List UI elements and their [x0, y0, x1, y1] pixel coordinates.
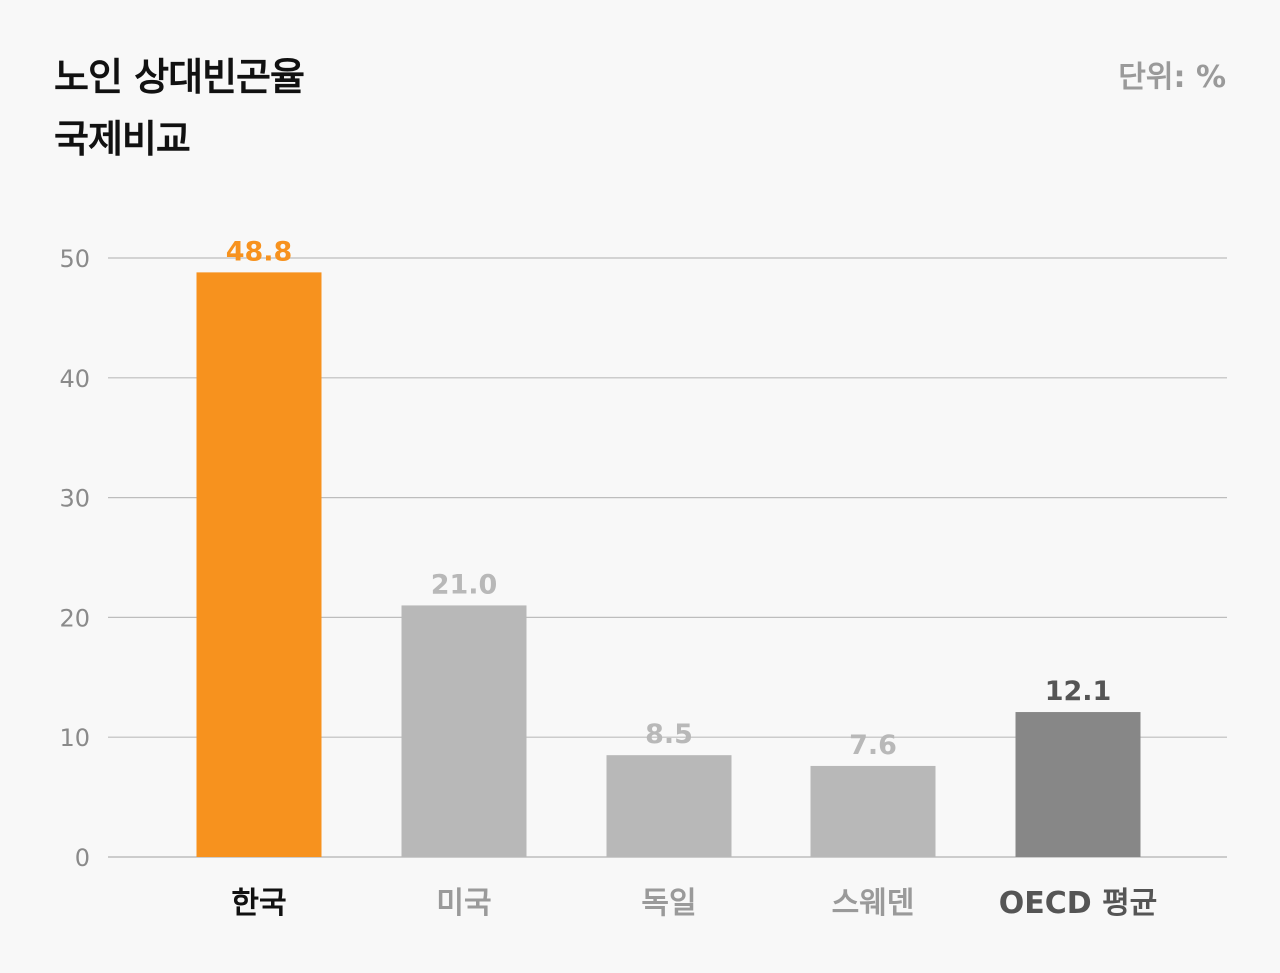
unit-label: 단위: % [1118, 60, 1226, 95]
y-tick-label: 20 [59, 604, 90, 632]
y-tick-label: 0 [75, 844, 90, 872]
x-category-label: OECD 평균 [999, 886, 1158, 921]
chart-title: 노인 상대빈곤율 국제비교 [54, 46, 305, 170]
x-category-label: 미국 [436, 886, 491, 921]
bar-4 [810, 765, 936, 857]
y-tick-label: 30 [59, 485, 90, 513]
bar-5 [1015, 712, 1141, 857]
data-label: 8.5 [645, 719, 693, 750]
x-category-label: 독일 [641, 886, 696, 921]
bar-2 [401, 605, 527, 857]
x-category-label: 스웨덴 [832, 886, 915, 921]
bar-3 [606, 755, 732, 857]
data-label: 48.8 [226, 236, 293, 267]
bar-1 [196, 272, 322, 858]
data-label: 7.6 [849, 730, 897, 761]
y-tick-label: 10 [59, 724, 90, 752]
chart-title-line1: 노인 상대빈곤율 [54, 55, 305, 99]
y-tick-label: 40 [59, 365, 90, 393]
y-tick-label: 50 [59, 245, 90, 273]
data-label: 21.0 [431, 569, 498, 600]
data-label: 12.1 [1045, 676, 1112, 707]
chart-title-line2: 국제비교 [54, 117, 191, 161]
x-category-label: 한국 [231, 886, 286, 921]
